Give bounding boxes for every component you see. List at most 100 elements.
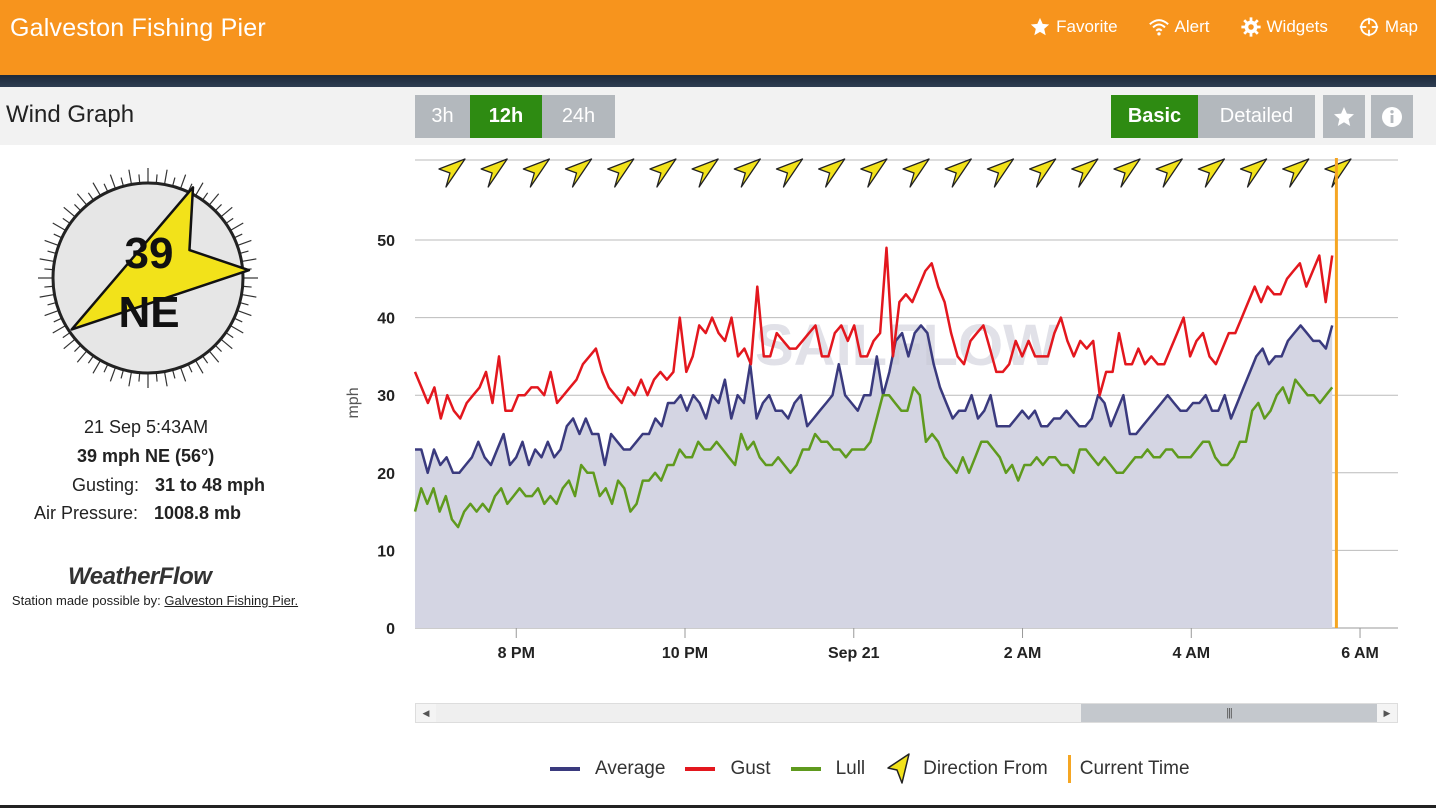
legend-current-time: Current Time [1067, 755, 1190, 783]
x-tick-label: 10 PM [662, 645, 708, 662]
compass-tick [242, 258, 257, 262]
compass-tick [242, 294, 257, 298]
compass-tick [180, 368, 187, 382]
gust-swatch [685, 767, 716, 771]
compass-tick [120, 370, 124, 379]
compass-tick [234, 233, 243, 238]
chart-scrollbar[interactable]: ◀ ||| ▶ [415, 703, 1398, 723]
legend-gust-label: Gust [730, 758, 771, 779]
toolbar: Wind Graph 3h 12h 24h Basic Detailed [0, 87, 1436, 145]
alert-label: Alert [1174, 17, 1210, 36]
gusting-value: 31 to 48 mph [155, 475, 266, 495]
lull-swatch [790, 767, 821, 771]
legend-average: Average [550, 758, 665, 780]
direction-arrow [522, 158, 550, 188]
compass-tick [215, 204, 222, 211]
scroll-thumb[interactable]: ||| [1081, 704, 1377, 722]
pressure-value: 1008.8 mb [154, 503, 242, 523]
compass-tick [172, 177, 176, 186]
credit-link[interactable]: Galveston Fishing Pier. [164, 593, 299, 608]
scroll-right-icon[interactable]: ▶ [1377, 704, 1397, 722]
favorite-nav-button[interactable]: Favorite [1029, 16, 1118, 38]
chart-legend: Average Gust Lull Direction From Current… [550, 752, 1210, 786]
credit-prefix: Station made possible by: [11, 593, 161, 608]
direction-arrow [691, 158, 719, 188]
direction-arrow [1155, 158, 1183, 188]
compass-tick [74, 204, 81, 211]
compass-tick [44, 268, 53, 271]
compass-tick [230, 325, 244, 334]
direction-arrow [649, 158, 677, 188]
gear-icon [1240, 17, 1261, 37]
y-tick-label: 20 [377, 466, 395, 483]
compass-tick [44, 310, 58, 317]
widgets-label: Widgets [1266, 17, 1328, 36]
legend-gust: Gust [685, 758, 771, 780]
compass-tick [39, 258, 54, 262]
direction-arrow [818, 158, 846, 188]
compass-tick [188, 364, 193, 373]
star-icon [1030, 17, 1050, 36]
direction-arrow-icon [887, 753, 910, 784]
y-axis-label: mph [345, 387, 362, 418]
header-divider [0, 75, 1436, 87]
compass-tick [62, 217, 70, 224]
y-tick-label: 50 [377, 233, 395, 250]
page-bottom-border [0, 805, 1436, 808]
wifi-icon [1148, 19, 1169, 36]
compass-tick [209, 193, 220, 205]
range-selector: 3h 12h 24h [415, 95, 615, 138]
compass-tick [195, 182, 204, 196]
observation-time: 21 Sep 5:43AM [84, 417, 209, 437]
compass-tick [155, 373, 158, 382]
direction-arrow [986, 158, 1015, 188]
station-credit: Station made possible by: Galveston Fish… [0, 593, 310, 608]
direction-arrow [733, 158, 761, 188]
detailed-mode-button[interactable]: Detailed [1198, 95, 1315, 138]
scroll-left-icon[interactable]: ◀ [416, 704, 436, 722]
compass-tick [53, 318, 62, 323]
compass-tick [240, 302, 249, 306]
range-3h-button[interactable]: 3h [415, 95, 470, 138]
direction-arrow [944, 158, 972, 188]
compass-tick [164, 169, 168, 184]
compass-tick [195, 360, 204, 374]
range-24h-button[interactable]: 24h [542, 95, 615, 138]
compass-tick [87, 356, 94, 364]
direction-arrow [564, 158, 593, 188]
compass-tick [138, 373, 141, 382]
compass-tick [226, 217, 234, 224]
gust-line [413, 246, 1334, 420]
station-title: Galveston Fishing Pier [10, 14, 266, 42]
widgets-nav-button[interactable]: Widgets [1240, 16, 1328, 38]
crosshair-icon [1359, 17, 1379, 37]
legend-average-label: Average [595, 758, 666, 779]
compass-tick [221, 206, 233, 217]
x-axis-ticks: 8 PM 10 PM Sep 21 2 AM 4 AM 6 AM [498, 628, 1379, 662]
map-nav-button[interactable]: Map [1358, 16, 1418, 38]
wind-compass: 39 NE [38, 168, 258, 388]
compass-tick [47, 250, 56, 254]
direction-arrow [1197, 158, 1226, 188]
y-tick-label: 10 [377, 543, 395, 560]
range-12h-button[interactable]: 12h [470, 95, 542, 138]
direction-arrow [1028, 158, 1057, 188]
y-tick-label: 30 [377, 388, 395, 405]
direction-arrow [1282, 158, 1310, 188]
alert-nav-button[interactable]: Alert [1148, 16, 1210, 38]
compass-tick [202, 192, 209, 200]
compass-tick [138, 174, 141, 183]
favorite-button[interactable] [1323, 95, 1365, 138]
direction-arrow [1113, 158, 1141, 188]
direction-arrows [438, 158, 1352, 188]
top-nav: Favorite Alert Widgets Map [1029, 16, 1418, 38]
compass-arrow-shape [70, 186, 251, 331]
x-tick-label: 8 PM [498, 645, 535, 662]
average-line [415, 324, 1334, 475]
compass-tick [238, 310, 252, 317]
info-button[interactable] [1371, 95, 1413, 138]
header-bar: Galveston Fishing Pier Favorite Alert Wi… [0, 0, 1436, 75]
basic-mode-button[interactable]: Basic [1111, 95, 1198, 138]
legend-current-time-label: Current Time [1079, 758, 1190, 779]
compass-tick [209, 351, 220, 363]
